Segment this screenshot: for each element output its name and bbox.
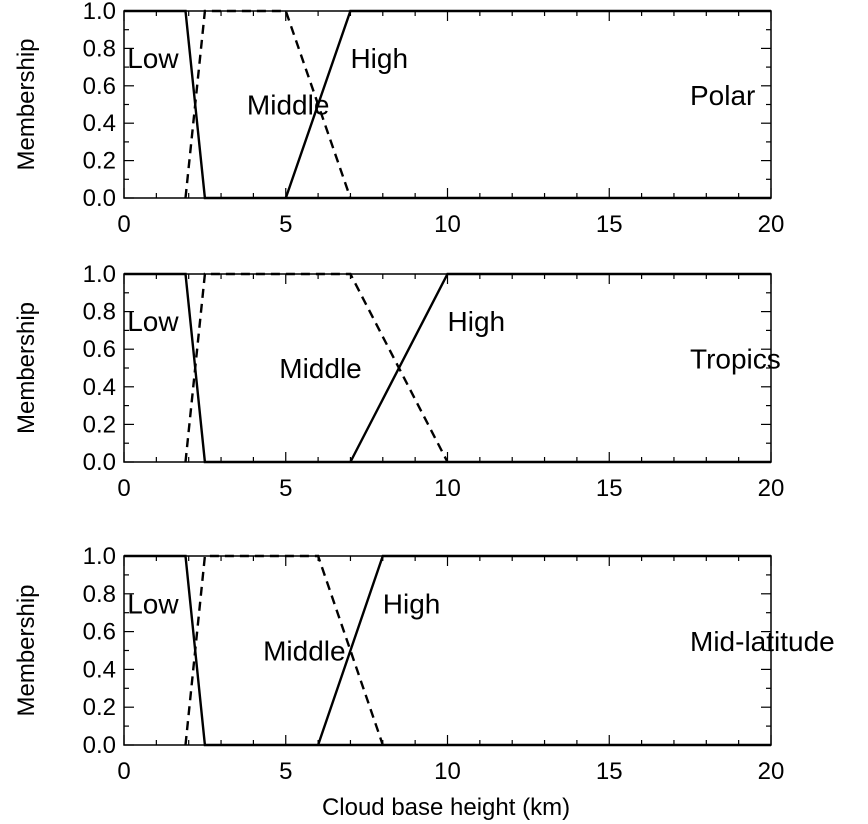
series-low — [124, 554, 771, 747]
x-tick-label: 15 — [596, 758, 623, 785]
x-tick-label: 20 — [758, 758, 785, 785]
x-tick-label: 0 — [117, 475, 130, 502]
y-axis-label: Membership — [13, 38, 40, 170]
region-label: Mid-latitude — [690, 626, 835, 657]
y-tick-label: 0.6 — [83, 73, 116, 100]
y-tick-label: 0.4 — [83, 656, 116, 683]
y-tick-label: 0.4 — [83, 110, 116, 137]
y-tick-label: 0.8 — [83, 581, 116, 608]
y-tick-label: 1.0 — [83, 0, 116, 25]
x-tick-label: 10 — [434, 475, 461, 502]
series-low — [124, 9, 771, 200]
x-tick-label: 20 — [758, 211, 785, 238]
y-tick-label: 0.0 — [83, 732, 116, 759]
series-label-high: High — [448, 306, 506, 337]
series-label-middle: Middle — [263, 636, 345, 667]
region-label: Tropics — [690, 344, 781, 375]
x-tick-label: 15 — [596, 211, 623, 238]
y-tick-label: 0.8 — [83, 35, 116, 62]
plot-frame — [123, 555, 772, 746]
plot-frame — [123, 273, 772, 463]
y-tick-label: 0.0 — [83, 449, 116, 476]
x-tick-label: 20 — [758, 475, 785, 502]
y-tick-label: 0.4 — [83, 374, 116, 401]
panel-tropics: 0 5 10 15 20 0.0 0.2 0.4 0.6 0.8 1.0 Membership Low M… — [13, 261, 784, 502]
x-tick-label: 10 — [434, 758, 461, 785]
y-axis-label: Membership — [13, 302, 40, 434]
plot-frame — [123, 10, 772, 199]
panel-polar: 0 5 10 15 20 0.0 0.2 0.4 0.6 0.8 1.0 Membership Low M… — [13, 0, 784, 238]
panels: 0 5 10 15 20 0.0 0.2 0.4 0.6 0.8 1.0 Membership Low M… — [13, 0, 835, 785]
y-tick-label: 0.2 — [83, 411, 116, 438]
x-tick-label: 10 — [434, 211, 461, 238]
x-tick-label: 0 — [117, 758, 130, 785]
y-tick-label: 0.0 — [83, 185, 116, 212]
series-label-middle: Middle — [279, 353, 361, 384]
series-high — [349, 272, 771, 463]
series-label-middle: Middle — [247, 90, 329, 121]
y-tick-label: 0.8 — [83, 299, 116, 326]
series-label-low: Low — [127, 588, 179, 619]
series-low — [124, 272, 771, 464]
x-tick-label: 5 — [279, 211, 292, 238]
y-tick-label: 0.2 — [83, 694, 116, 721]
series-label-low: Low — [127, 306, 179, 337]
y-tick-label: 0.6 — [83, 619, 116, 646]
x-tick-label: 5 — [279, 758, 292, 785]
y-tick-label: 0.2 — [83, 148, 116, 175]
y-tick-label: 1.0 — [83, 543, 116, 570]
panel-mid-latitude: 0 5 10 15 20 0.0 0.2 0.4 0.6 0.8 1.0 Membership Low M… — [13, 543, 835, 785]
series-high — [316, 554, 771, 746]
x-tick-label: 5 — [279, 475, 292, 502]
region-label: Polar — [690, 80, 755, 111]
x-axis-label: Cloud base height (km) — [322, 794, 570, 821]
series-high — [284, 9, 771, 199]
y-tick-label: 1.0 — [83, 261, 116, 288]
x-tick-label: 15 — [596, 475, 623, 502]
series-label-high: High — [383, 588, 441, 619]
series-middle — [184, 554, 384, 746]
y-axis-label: Membership — [13, 584, 40, 716]
x-tick-label: 0 — [117, 211, 130, 238]
series-label-low: Low — [127, 43, 179, 74]
y-tick-label: 0.6 — [83, 336, 116, 363]
series-label-high: High — [350, 43, 408, 74]
